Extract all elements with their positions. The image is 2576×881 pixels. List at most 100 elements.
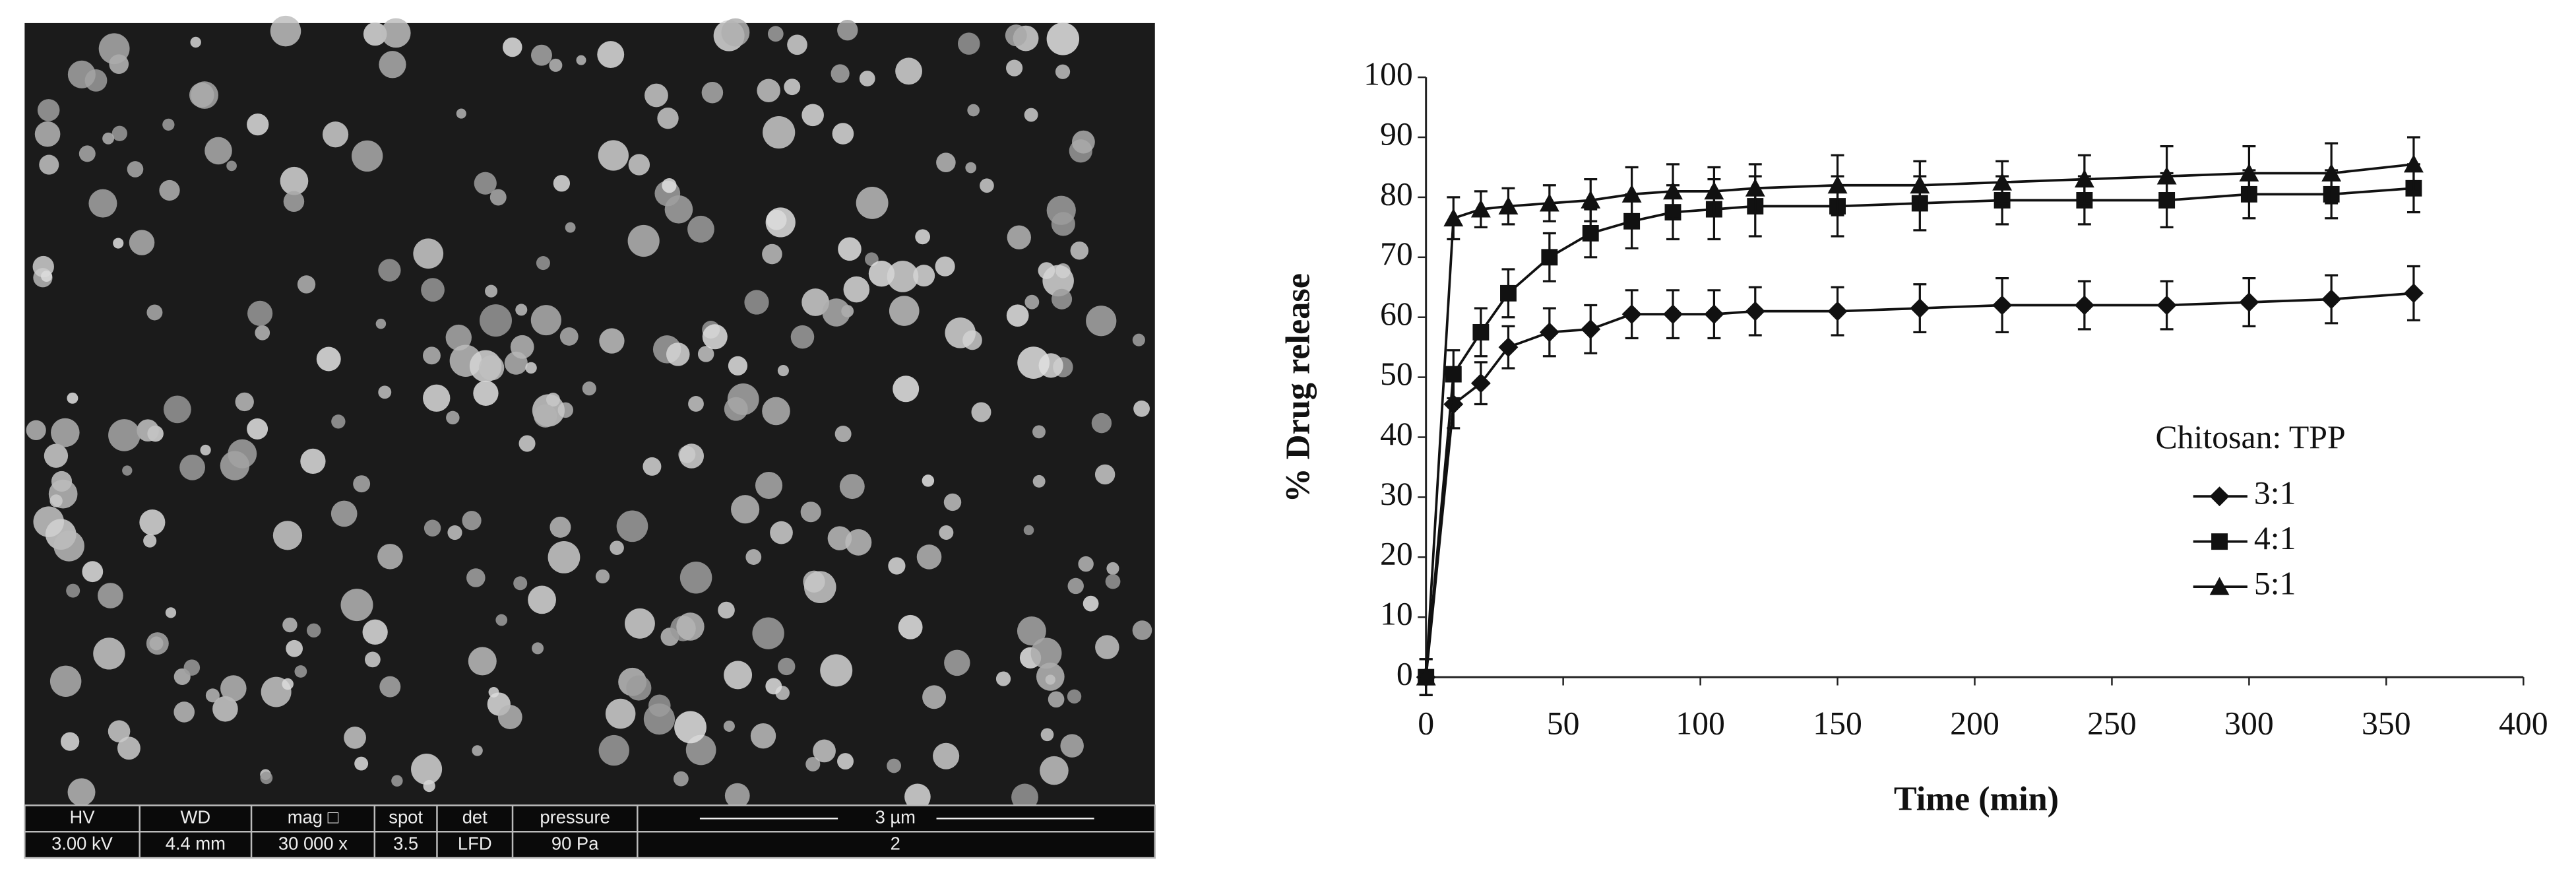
particle bbox=[895, 57, 922, 85]
marker bbox=[1581, 190, 1601, 209]
particle bbox=[838, 237, 862, 261]
y-axis-label: % Drug release bbox=[1278, 273, 1317, 503]
particle bbox=[456, 108, 466, 119]
particle bbox=[518, 435, 536, 452]
particle bbox=[915, 229, 931, 245]
particle bbox=[129, 230, 155, 255]
particle bbox=[189, 82, 214, 108]
particle bbox=[657, 107, 679, 129]
info-header: HV bbox=[70, 807, 96, 828]
particle bbox=[363, 22, 387, 46]
particle bbox=[381, 18, 411, 48]
particle bbox=[530, 44, 552, 66]
particle bbox=[375, 318, 387, 329]
particle bbox=[1032, 425, 1046, 439]
y-tick-label: 90 bbox=[1380, 115, 1413, 152]
particle bbox=[859, 71, 875, 86]
particle bbox=[447, 525, 462, 540]
x-axis-label: Time (min) bbox=[1894, 779, 2059, 818]
particle bbox=[1067, 689, 1082, 704]
particle bbox=[445, 324, 472, 351]
particle bbox=[149, 636, 164, 651]
particle bbox=[378, 259, 401, 282]
particle bbox=[183, 659, 201, 676]
marker bbox=[1745, 178, 1765, 197]
particle bbox=[66, 583, 80, 598]
y-tick-label: 30 bbox=[1380, 476, 1413, 512]
marker bbox=[2321, 289, 2342, 310]
particle bbox=[643, 703, 675, 735]
particle bbox=[143, 534, 157, 548]
y-tick-label: 100 bbox=[1364, 56, 1413, 92]
particle bbox=[98, 33, 130, 65]
particle bbox=[272, 521, 303, 550]
particle bbox=[1083, 595, 1099, 612]
particle bbox=[411, 753, 443, 785]
particle bbox=[53, 531, 84, 562]
scale-label: 3 µm bbox=[875, 807, 916, 828]
particle bbox=[472, 745, 483, 756]
particle bbox=[37, 99, 60, 121]
particle bbox=[731, 495, 760, 524]
particle bbox=[770, 521, 793, 544]
particle bbox=[727, 383, 759, 415]
particle bbox=[922, 474, 935, 487]
particle bbox=[598, 140, 629, 171]
particle bbox=[280, 166, 309, 195]
particle bbox=[822, 298, 850, 327]
particle bbox=[247, 113, 269, 136]
particle bbox=[226, 160, 237, 172]
particle bbox=[762, 244, 782, 265]
particle bbox=[1095, 635, 1119, 659]
particle bbox=[331, 414, 346, 429]
particle bbox=[744, 290, 769, 315]
marker bbox=[1663, 181, 1683, 200]
info-value: 4.4 mm bbox=[166, 833, 226, 853]
particle bbox=[745, 549, 762, 565]
marker bbox=[1910, 298, 1930, 319]
particle bbox=[173, 702, 195, 723]
particle bbox=[723, 720, 735, 732]
y-tick-label: 80 bbox=[1380, 176, 1413, 212]
particle bbox=[462, 511, 482, 531]
particle bbox=[1011, 783, 1038, 811]
particle bbox=[1007, 225, 1031, 249]
marker bbox=[1745, 301, 1765, 321]
particle bbox=[559, 327, 579, 346]
particle bbox=[49, 665, 82, 697]
panel-label: 2 bbox=[891, 833, 900, 853]
particle bbox=[967, 104, 980, 117]
chart: Time (min) % Drug release Chitosan: TPP … bbox=[1278, 56, 2548, 818]
info-value: LFD bbox=[458, 833, 492, 853]
particle bbox=[724, 661, 753, 690]
particle bbox=[283, 191, 305, 212]
particle bbox=[67, 60, 96, 88]
marker bbox=[2239, 163, 2259, 182]
particle bbox=[784, 79, 801, 96]
y-tick-label: 50 bbox=[1380, 356, 1413, 392]
particle bbox=[553, 175, 571, 192]
particle bbox=[379, 51, 406, 79]
particle bbox=[98, 583, 123, 608]
particle bbox=[831, 64, 850, 83]
particle bbox=[1060, 734, 1084, 758]
series-line bbox=[1424, 292, 2414, 678]
particle bbox=[582, 381, 596, 396]
particle bbox=[1132, 333, 1145, 346]
particle bbox=[300, 448, 326, 474]
particle bbox=[805, 756, 821, 772]
particle bbox=[1055, 64, 1071, 79]
particle bbox=[676, 612, 705, 641]
particle bbox=[801, 288, 830, 316]
particles bbox=[26, 15, 1152, 811]
particle bbox=[724, 783, 750, 808]
particle bbox=[468, 647, 497, 676]
marker bbox=[1581, 319, 1601, 339]
particle bbox=[489, 189, 507, 206]
particle bbox=[1006, 59, 1023, 77]
particle bbox=[113, 238, 124, 249]
x-tick-label: 200 bbox=[1950, 705, 1999, 741]
marker bbox=[1539, 193, 1559, 212]
particle bbox=[1071, 130, 1095, 154]
particle bbox=[340, 589, 373, 622]
